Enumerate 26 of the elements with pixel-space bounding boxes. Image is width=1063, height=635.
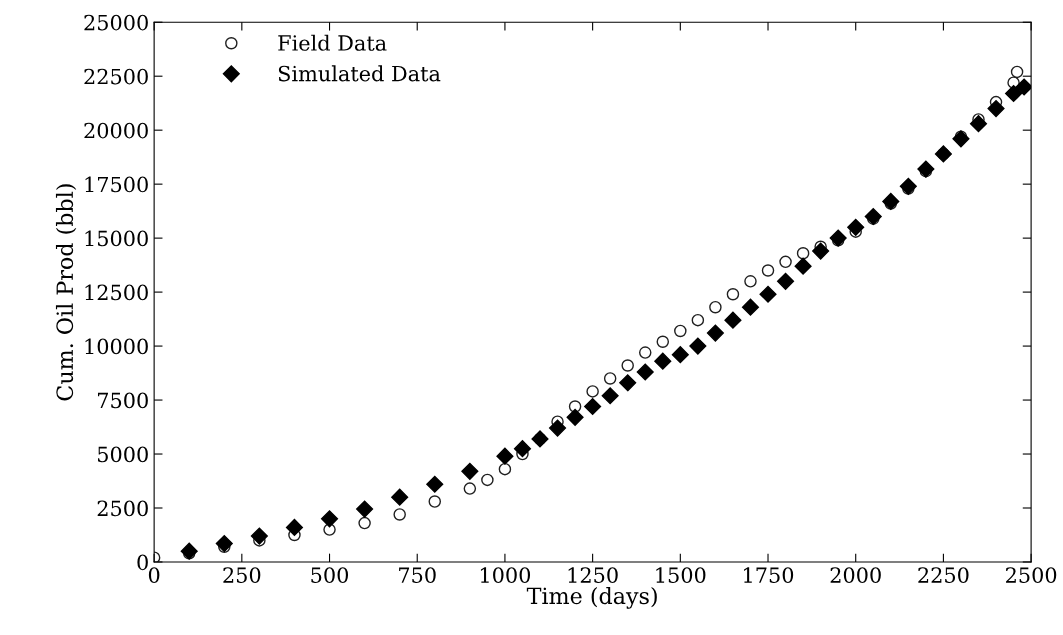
x-tick-label: 500 [311, 567, 349, 583]
x-tick-label: 2000 [830, 567, 881, 583]
y-tick-label: 15000 [85, 230, 148, 247]
y-tick-label: 20000 [84, 122, 148, 139]
y-tick-label: 0 [137, 554, 148, 571]
y-tick-label: 17500 [85, 176, 148, 193]
legend-label: Field Data [278, 34, 387, 51]
y-tick-label: 25000 [84, 14, 148, 31]
y-tick-label: 5000 [98, 446, 148, 463]
y-tick-label: 12500 [85, 284, 148, 301]
x-tick-label: 1250 [568, 567, 618, 583]
x-tick-label: 0 [148, 567, 160, 583]
x-tick-label: 2500 [1006, 567, 1057, 583]
y-tick-label: 10000 [85, 338, 148, 355]
x-tick-label: 250 [223, 567, 261, 583]
y-tick-label: 2500 [97, 500, 148, 517]
x-tick-label: 1750 [744, 567, 794, 583]
x-axis-title: Time (days) [526, 587, 657, 609]
x-tick-label: 750 [399, 567, 436, 583]
x-tick-label: 2250 [918, 567, 969, 583]
x-tick-label: 1500 [656, 567, 706, 583]
legend-label: Simulated Data [278, 65, 441, 82]
y-tick-label: 7500 [98, 392, 148, 409]
y-tick-label: 22500 [84, 68, 148, 85]
y-axis-title: Cum. Oil Prod (bbl) [55, 184, 77, 401]
x-tick-label: 1000 [480, 567, 531, 583]
